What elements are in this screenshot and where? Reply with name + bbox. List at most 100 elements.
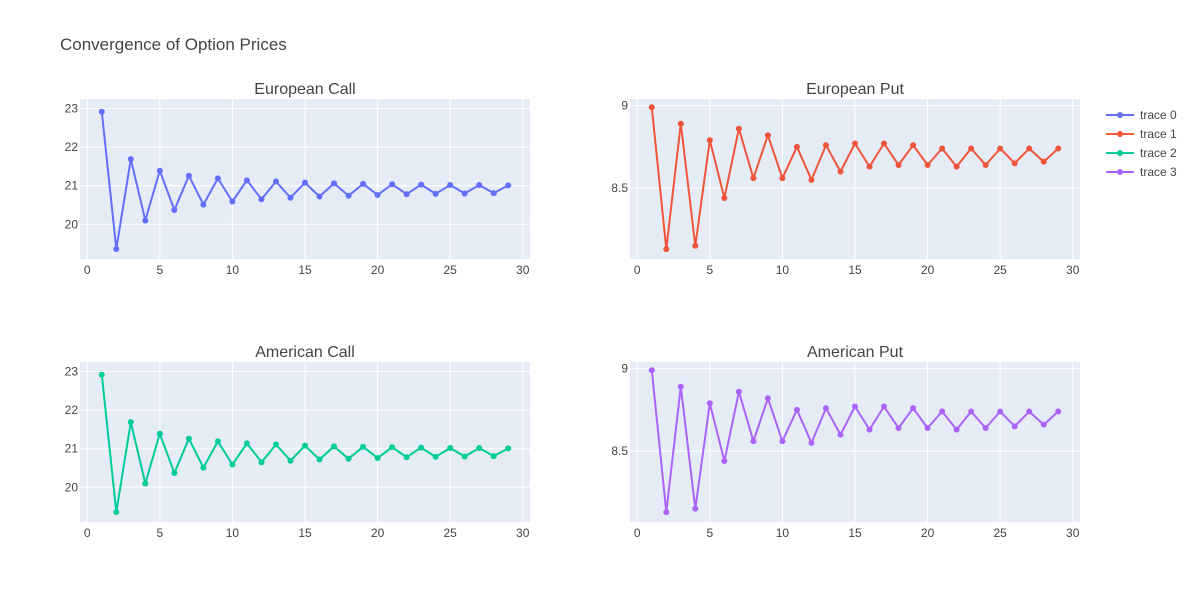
american-call-x-tick-label: 10	[226, 526, 240, 540]
trace-1-point	[837, 168, 844, 175]
american-put-x-tick-label: 30	[1066, 526, 1080, 540]
trace-3-point	[939, 408, 946, 415]
trace-2-point	[200, 464, 207, 471]
trace-0-point	[272, 178, 279, 185]
trace-0-point	[374, 192, 381, 198]
american-call-y-tick-label: 22	[65, 403, 79, 417]
trace-0-point	[214, 175, 221, 182]
trace-3-point	[764, 395, 771, 402]
trace-1-point	[648, 104, 655, 111]
trace-3-point	[779, 438, 786, 445]
european-put-x-tick-label: 30	[1066, 263, 1080, 277]
trace-3-point	[648, 367, 655, 374]
trace-1-point	[735, 125, 742, 132]
american-put-x-tick-label: 20	[921, 526, 935, 540]
trace-0-point	[243, 177, 250, 184]
trace-0-point	[403, 191, 410, 198]
trace-1-point	[866, 163, 873, 170]
american-call-x-tick-label: 30	[516, 526, 530, 540]
trace-1-point	[1011, 160, 1018, 167]
trace-2-point	[171, 470, 178, 477]
trace-2-point	[432, 453, 439, 460]
trace-1-point	[721, 194, 728, 201]
american-call-y-tick-label: 21	[65, 442, 79, 456]
european-call-subplot: 0 5 10 15 20 25 30 20 21 22 23 European Call	[65, 81, 530, 277]
trace-0-point	[345, 192, 352, 199]
european-put-subplot: 0 5 10 15 20 25 30 8.5 9 European Put	[611, 81, 1080, 277]
american-put-y-tick-label: 8.5	[611, 444, 628, 458]
trace-1-point	[1040, 158, 1047, 165]
american-call-x-tick-label: 0	[84, 526, 91, 540]
european-put-title: European Put	[806, 81, 904, 98]
trace-2-point	[302, 442, 308, 449]
trace-3-point	[750, 438, 757, 445]
european-call-x-tick-label: 0	[84, 263, 91, 277]
legend-swatch-marker	[1117, 112, 1123, 118]
trace-2-point	[316, 456, 323, 463]
trace-0-point	[113, 245, 120, 252]
trace-2-point	[490, 453, 497, 460]
american-call-x-tick-label: 20	[371, 526, 385, 540]
european-call-title: European Call	[254, 81, 355, 98]
american-call-x-tick-label: 15	[298, 526, 312, 540]
american-call-x-tick-label: 5	[156, 526, 163, 540]
trace-1-point	[706, 137, 713, 144]
trace-1-point	[677, 120, 684, 127]
trace-0-point	[316, 193, 323, 200]
trace-2-point	[447, 444, 454, 451]
european-put-x-tick-label: 25	[993, 263, 1007, 277]
legend-item-trace-3[interactable]: trace 3	[1106, 165, 1177, 179]
trace-0-point	[98, 108, 105, 115]
trace-3-point	[953, 426, 960, 433]
figure-title: Convergence of Option Prices	[60, 35, 287, 54]
trace-1-point	[764, 132, 771, 139]
european-put-x-tick-label: 20	[921, 263, 935, 277]
european-call-x-tick-label: 10	[226, 263, 240, 277]
american-put-subplot: 0 5 10 15 20 25 30 8.5 9 American Put	[611, 344, 1080, 540]
subplots: 0 5 10 15 20 25 30 20 21 22 23 European Call 0 5 10 15 2…	[65, 81, 1080, 540]
trace-2-point	[389, 444, 396, 451]
trace-1-point	[1055, 145, 1062, 152]
american-put-y-tick-label: 9	[621, 362, 628, 376]
trace-0-point	[200, 201, 207, 208]
european-put-y-tick-label: 8.5	[611, 181, 628, 195]
european-call-y-tick-label: 22	[65, 140, 79, 154]
european-call-y-tick-label: 20	[65, 217, 79, 231]
american-call-title: American Call	[255, 344, 355, 361]
trace-1-point	[910, 142, 917, 149]
trace-1-point	[663, 246, 670, 253]
legend-label: trace 3	[1140, 165, 1177, 179]
trace-2-point	[127, 419, 134, 426]
trace-3-point	[852, 403, 858, 410]
european-put-y-tick-label: 9	[621, 99, 628, 113]
trace-1-point	[822, 142, 829, 149]
legend-item-trace-1[interactable]: trace 1	[1106, 127, 1177, 141]
trace-1-point	[1026, 145, 1033, 152]
legend-item-trace-0[interactable]: trace 0	[1106, 108, 1177, 122]
european-call-x-tick-label: 20	[371, 263, 385, 277]
american-put-x-tick-label: 25	[993, 526, 1007, 540]
american-call-x-tick-label: 25	[443, 526, 457, 540]
trace-0-point	[156, 167, 163, 174]
trace-3-point	[895, 424, 902, 431]
trace-0-point	[127, 156, 134, 163]
european-put-x-tick-label: 10	[776, 263, 790, 277]
trace-3-point	[1011, 423, 1018, 430]
trace-2-point	[156, 430, 163, 437]
american-call-y-tick-label: 23	[65, 365, 79, 379]
trace-1-point	[692, 242, 699, 249]
trace-2-point	[345, 455, 352, 462]
trace-1-point	[982, 161, 989, 168]
trace-1-point	[750, 175, 757, 182]
american-call-subplot: 0 5 10 15 20 25 30 20 21 22 23 American Call	[65, 344, 530, 540]
trace-0-point	[287, 194, 294, 201]
trace-0-point	[505, 182, 512, 189]
trace-1-point	[895, 161, 902, 168]
trace-3-point	[735, 388, 742, 395]
trace-3-point	[793, 406, 800, 413]
trace-0-point	[185, 172, 192, 179]
trace-1-point	[924, 161, 931, 168]
legend-item-trace-2[interactable]: trace 2	[1106, 146, 1177, 160]
trace-2-point	[142, 480, 149, 487]
trace-1-point	[953, 163, 960, 170]
